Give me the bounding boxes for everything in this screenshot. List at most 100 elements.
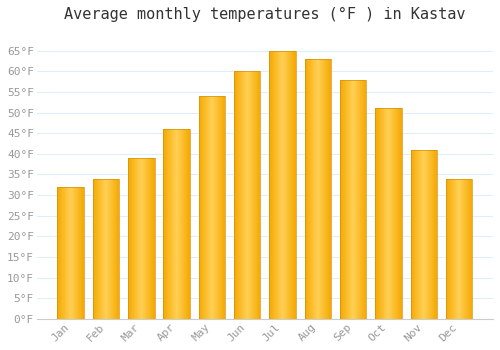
- Bar: [450, 178, 451, 319]
- Bar: [310, 59, 311, 319]
- Bar: [274, 51, 276, 319]
- Bar: [424, 150, 425, 319]
- Bar: [466, 178, 467, 319]
- Bar: [287, 51, 288, 319]
- Bar: [216, 96, 217, 319]
- Bar: [390, 108, 391, 319]
- Bar: [347, 79, 348, 319]
- Bar: [244, 71, 245, 319]
- Bar: [144, 158, 146, 319]
- Bar: [291, 51, 292, 319]
- Bar: [329, 59, 330, 319]
- Bar: [258, 71, 259, 319]
- Bar: [429, 150, 430, 319]
- Bar: [61, 187, 62, 319]
- Bar: [421, 150, 422, 319]
- Bar: [410, 150, 411, 319]
- Bar: [187, 129, 188, 319]
- Bar: [375, 108, 376, 319]
- Bar: [93, 178, 94, 319]
- Bar: [449, 178, 450, 319]
- Bar: [435, 150, 436, 319]
- Bar: [391, 108, 392, 319]
- Bar: [363, 79, 364, 319]
- Bar: [462, 178, 463, 319]
- Bar: [419, 150, 420, 319]
- Bar: [94, 178, 95, 319]
- Bar: [357, 79, 358, 319]
- Bar: [361, 79, 362, 319]
- Bar: [292, 51, 293, 319]
- Bar: [253, 71, 254, 319]
- Bar: [434, 150, 435, 319]
- Bar: [387, 108, 388, 319]
- Bar: [456, 178, 457, 319]
- Bar: [151, 158, 152, 319]
- Bar: [340, 79, 366, 319]
- Bar: [150, 158, 151, 319]
- Bar: [82, 187, 84, 319]
- Bar: [312, 59, 313, 319]
- Bar: [146, 158, 148, 319]
- Bar: [322, 59, 323, 319]
- Bar: [198, 96, 225, 319]
- Bar: [164, 129, 190, 319]
- Bar: [138, 158, 140, 319]
- Bar: [343, 79, 344, 319]
- Bar: [112, 178, 114, 319]
- Bar: [270, 51, 296, 319]
- Bar: [234, 71, 236, 319]
- Bar: [306, 59, 308, 319]
- Bar: [365, 79, 366, 319]
- Bar: [327, 59, 328, 319]
- Bar: [95, 178, 96, 319]
- Bar: [245, 71, 246, 319]
- Bar: [215, 96, 216, 319]
- Bar: [349, 79, 350, 319]
- Bar: [389, 108, 390, 319]
- Bar: [277, 51, 278, 319]
- Bar: [446, 178, 447, 319]
- Bar: [248, 71, 249, 319]
- Bar: [427, 150, 428, 319]
- Bar: [375, 108, 402, 319]
- Bar: [417, 150, 418, 319]
- Bar: [256, 71, 257, 319]
- Bar: [448, 178, 449, 319]
- Bar: [345, 79, 346, 319]
- Bar: [400, 108, 401, 319]
- Bar: [170, 129, 172, 319]
- Bar: [311, 59, 312, 319]
- Bar: [217, 96, 218, 319]
- Bar: [447, 178, 448, 319]
- Bar: [255, 71, 256, 319]
- Bar: [314, 59, 315, 319]
- Bar: [276, 51, 277, 319]
- Bar: [317, 59, 318, 319]
- Bar: [212, 96, 214, 319]
- Bar: [60, 187, 61, 319]
- Bar: [202, 96, 203, 319]
- Bar: [104, 178, 106, 319]
- Bar: [378, 108, 379, 319]
- Bar: [455, 178, 456, 319]
- Bar: [254, 71, 255, 319]
- Bar: [62, 187, 63, 319]
- Bar: [446, 178, 472, 319]
- Bar: [451, 178, 452, 319]
- Bar: [426, 150, 427, 319]
- Bar: [174, 129, 176, 319]
- Bar: [240, 71, 242, 319]
- Bar: [186, 129, 187, 319]
- Bar: [464, 178, 465, 319]
- Bar: [431, 150, 432, 319]
- Bar: [433, 150, 434, 319]
- Bar: [288, 51, 289, 319]
- Bar: [284, 51, 285, 319]
- Bar: [178, 129, 180, 319]
- Bar: [348, 79, 349, 319]
- Title: Average monthly temperatures (°F ) in Kastav: Average monthly temperatures (°F ) in Ka…: [64, 7, 466, 22]
- Bar: [130, 158, 132, 319]
- Bar: [295, 51, 296, 319]
- Bar: [219, 96, 220, 319]
